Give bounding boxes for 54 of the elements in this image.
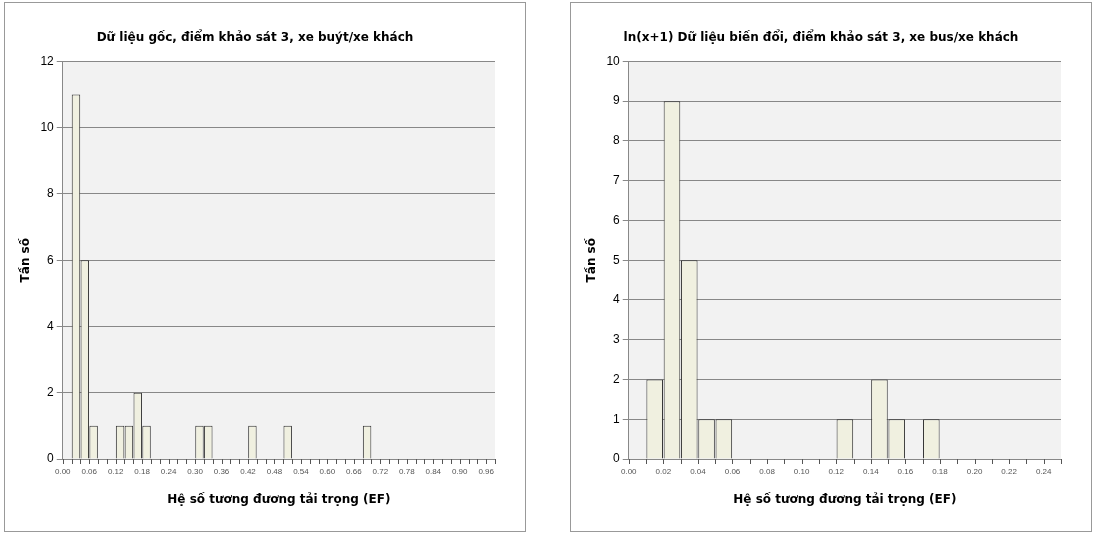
x-tick-label: 0.30 (187, 467, 204, 476)
x-tick-label: 0.54 (293, 467, 310, 476)
x-tick-label: 0.24 (1035, 467, 1053, 476)
y-tick-label: 3 (613, 332, 621, 347)
x-tick-label: 0.14 (863, 467, 880, 476)
y-tick-label: 4 (47, 318, 55, 333)
x-tick-label: 0.20 (966, 467, 983, 476)
x-tick-label: 0.08 (759, 467, 776, 476)
x-tick-label: 0.12 (828, 467, 845, 476)
x-tick-label: 0.00 (620, 467, 638, 476)
x-tick-label: 0.96 (478, 467, 495, 476)
x-tick-label: 0.66 (346, 467, 363, 476)
y-tick-label: 12 (40, 53, 55, 68)
y-tick-label: 9 (613, 93, 621, 108)
y-tick-label: 8 (47, 186, 55, 201)
x-tick-label: 0.02 (655, 467, 672, 476)
x-tick-label: 0.16 (897, 467, 914, 476)
x-tick-label: 0.00 (54, 467, 72, 476)
chart-title: Dữ liệu gốc, điểm khảo sát 3, xe buýt/xe khách (96, 29, 414, 45)
x-axis-title: Hệ số tương đương tải trọng (EF) (733, 491, 957, 506)
y-tick-label: 6 (613, 212, 621, 227)
x-tick-label: 0.60 (319, 467, 336, 476)
y-tick-label: 7 (613, 172, 621, 187)
y-tick-label: 0 (47, 451, 55, 466)
x-tick-label: 0.72 (372, 467, 389, 476)
y-tick-label: 0 (613, 451, 621, 466)
y-tick-label: 6 (47, 252, 55, 267)
chart-title: ln(x+1) Dữ liệu biến đổi, điểm khảo sát 3, xe bus/xe khách (623, 29, 1019, 45)
x-tick-label: 0.90 (451, 467, 469, 476)
x-tick-label: 0.18 (932, 467, 949, 476)
x-tick-label: 0.04 (690, 467, 707, 476)
y-tick-label: 10 (606, 53, 621, 68)
y-tick-label: 5 (613, 252, 621, 267)
y-tick-label: 8 (613, 133, 621, 148)
x-tick-label: 0.18 (134, 467, 151, 476)
x-tick-label: 0.78 (399, 467, 416, 476)
y-axis-title: Tần số (18, 237, 33, 283)
x-tick-label: 0.48 (266, 467, 283, 476)
y-tick-label: 4 (613, 292, 621, 307)
x-tick-label: 0.12 (107, 467, 125, 476)
x-tick-label: 0.10 (793, 467, 810, 476)
x-tick-label: 0.24 (160, 467, 177, 476)
x-tick-label: 0.36 (213, 467, 230, 476)
x-tick-label: 0.22 (1001, 467, 1018, 476)
x-tick-label: 0.42 (240, 467, 257, 476)
x-tick-label: 0.84 (425, 467, 442, 476)
y-tick-label: 2 (613, 371, 621, 386)
y-tick-label: 1 (613, 411, 621, 426)
y-tick-label: 10 (40, 119, 55, 134)
x-tick-label: 0.06 (81, 467, 98, 476)
x-axis-title: Hệ số tương đương tải trọng (EF) (167, 491, 391, 506)
y-tick-label: 2 (47, 385, 55, 400)
x-tick-label: 0.06 (724, 467, 741, 476)
y-axis-title: Tần số (584, 237, 599, 283)
